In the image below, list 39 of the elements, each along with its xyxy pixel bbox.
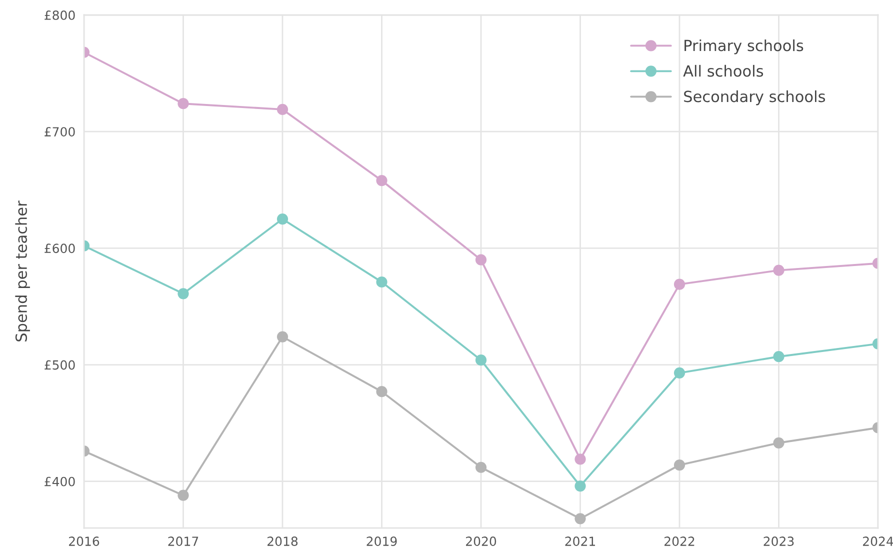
legend-label: All schools (683, 64, 764, 77)
point (178, 490, 189, 501)
y-tick-label: £700 (44, 127, 75, 137)
y-tick-label: £500 (44, 360, 75, 370)
point (773, 351, 784, 362)
x-tick-label: 2022 (664, 536, 694, 546)
y-tick-label: £800 (44, 10, 75, 20)
point (376, 386, 388, 398)
point (276, 104, 288, 115)
legend-label: Primary schools (684, 39, 804, 54)
x-tick-label: 2024 (863, 536, 893, 546)
y-tick-label: £600 (44, 244, 75, 254)
y-axis-title: Spend per teacher (15, 200, 30, 342)
point (475, 354, 487, 366)
x-tick-label: 2017 (168, 536, 198, 546)
point (574, 480, 586, 492)
point (276, 331, 288, 342)
legend-label: Secondary schools (684, 90, 826, 106)
x-tick-label: 2021 (565, 536, 595, 546)
point (773, 264, 784, 276)
x-tick-label: 2020 (466, 536, 496, 546)
point (475, 254, 487, 266)
point (178, 98, 189, 110)
point (276, 213, 288, 225)
x-tick-label: 2016 (69, 536, 100, 546)
point (475, 462, 487, 473)
point (773, 437, 784, 448)
point (574, 513, 586, 524)
point (376, 175, 388, 186)
x-tick-label: 2023 (764, 536, 794, 546)
x-tick-label: 2018 (268, 536, 298, 546)
point (178, 288, 189, 300)
point (674, 459, 686, 471)
point (376, 276, 388, 288)
y-tick-label: £400 (44, 476, 75, 486)
point (574, 454, 586, 465)
point (674, 278, 686, 290)
x-tick-label: 2019 (366, 536, 397, 546)
point (674, 367, 686, 378)
